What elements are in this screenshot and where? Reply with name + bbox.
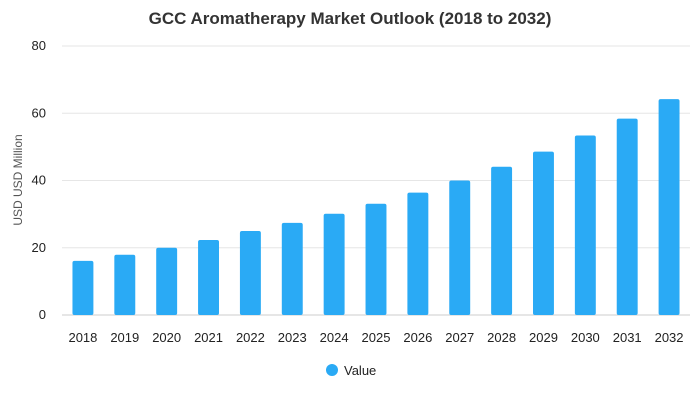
x-tick-label-2030: 2030 <box>571 330 600 345</box>
legend[interactable]: Value <box>326 363 376 378</box>
legend-label-value: Value <box>344 363 376 378</box>
bars <box>72 99 680 316</box>
x-tick-label-2031: 2031 <box>613 330 642 345</box>
x-tick-label-2023: 2023 <box>278 330 307 345</box>
x-tick-label-2026: 2026 <box>403 330 432 345</box>
y-tick-label: 60 <box>32 105 46 120</box>
bar-2032[interactable] <box>658 99 680 315</box>
bar-2018[interactable] <box>72 260 94 315</box>
y-tick-label: 80 <box>32 38 46 53</box>
x-tick-label-2032: 2032 <box>655 330 684 345</box>
bar-2019[interactable] <box>114 254 136 315</box>
x-axis-ticks: 2018 2019 2020 2021 2022 2023 2024 2025 2026 2027… <box>68 330 683 345</box>
x-tick-label-2024: 2024 <box>320 330 349 345</box>
x-tick-label-2028: 2028 <box>487 330 516 345</box>
y-axis-title: USD USD Million <box>11 134 25 225</box>
x-tick-label-2021: 2021 <box>194 330 223 345</box>
bar-2029[interactable] <box>533 151 554 315</box>
y-tick-label: 20 <box>32 240 46 255</box>
bar-2022[interactable] <box>239 230 261 315</box>
x-tick-label-2019: 2019 <box>110 330 139 345</box>
bar-2031[interactable] <box>616 118 638 315</box>
bar-2021[interactable] <box>198 240 219 315</box>
bar-2020[interactable] <box>156 247 178 315</box>
bar-2026[interactable] <box>407 192 429 315</box>
bar-2030[interactable] <box>574 135 596 315</box>
y-axis-ticks: 0 20 40 60 80 <box>32 38 46 322</box>
y-tick-label: 40 <box>32 173 46 188</box>
x-tick-label-2022: 2022 <box>236 330 265 345</box>
bar-2023[interactable] <box>281 222 303 315</box>
x-tick-label-2029: 2029 <box>529 330 558 345</box>
x-tick-label-2027: 2027 <box>445 330 474 345</box>
x-tick-label-2020: 2020 <box>152 330 181 345</box>
legend-swatch-value <box>326 364 338 376</box>
x-tick-label-2025: 2025 <box>362 330 391 345</box>
bar-2025[interactable] <box>365 203 387 315</box>
bar-2028[interactable] <box>491 166 513 315</box>
x-tick-label-2018: 2018 <box>68 330 97 345</box>
y-tick-label: 0 <box>39 307 46 322</box>
bar-2024[interactable] <box>323 213 345 315</box>
bar-2027[interactable] <box>449 180 471 316</box>
chart-title: GCC Aromatherapy Market Outlook (2018 to… <box>149 9 552 28</box>
